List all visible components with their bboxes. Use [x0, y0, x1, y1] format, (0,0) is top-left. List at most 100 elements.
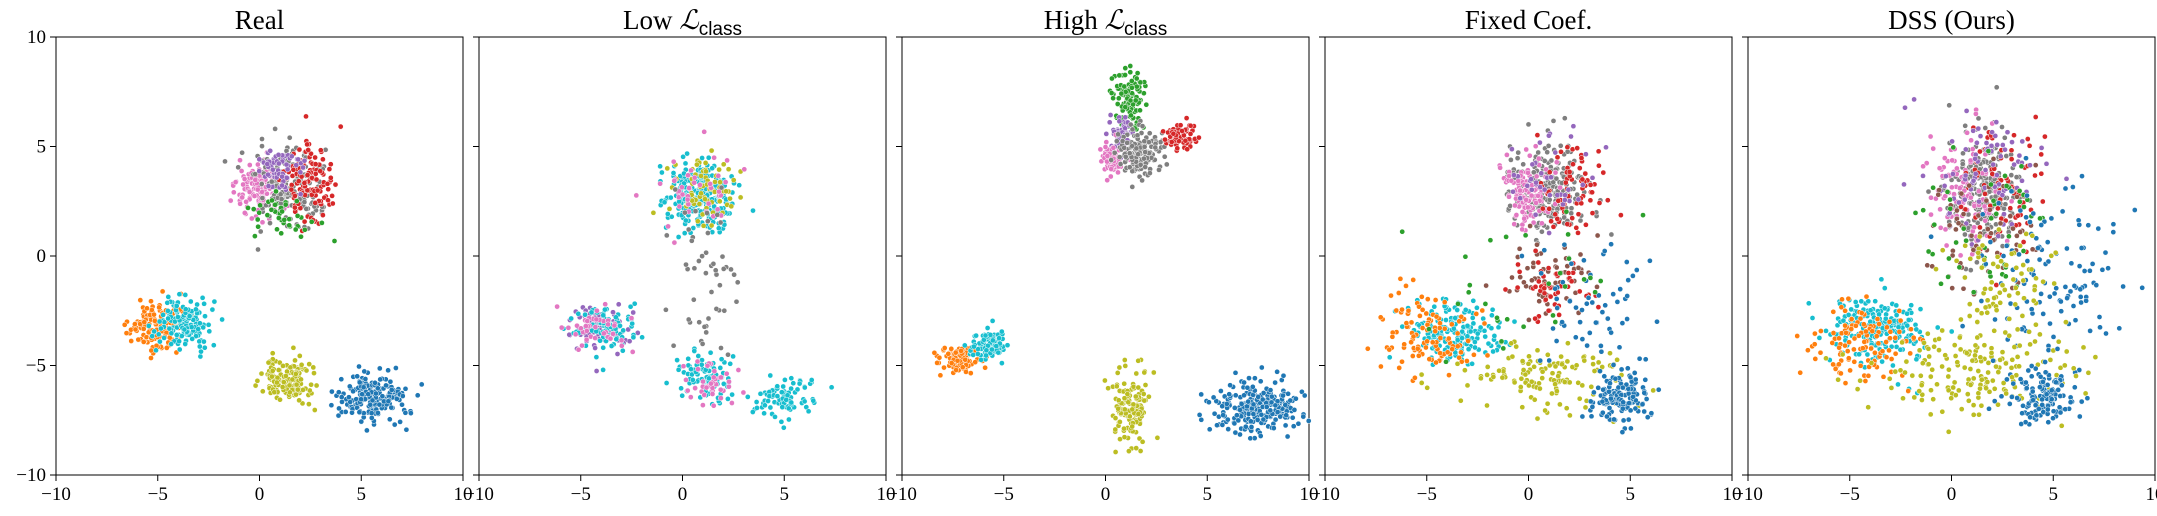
scatter-point: [329, 193, 335, 199]
scatter-point: [1982, 217, 1989, 224]
scatter-point: [1245, 398, 1252, 405]
scatter-point: [1610, 362, 1617, 368]
scatter-point: [1127, 69, 1134, 76]
scatter-point: [704, 210, 710, 216]
scatter-point: [1552, 149, 1559, 156]
scatter-point: [691, 265, 698, 272]
scatter-point: [1270, 425, 1277, 431]
scatter-point: [292, 204, 298, 211]
scatter-point: [995, 349, 1002, 356]
scatter-point: [779, 404, 786, 410]
scatter-point: [301, 199, 308, 205]
scatter-point: [1631, 370, 1638, 376]
scatter-point: [393, 365, 399, 371]
scatter-point: [1579, 413, 1586, 420]
scatter-point: [1573, 224, 1580, 231]
scatter-point: [269, 373, 275, 380]
scatter-point: [1126, 150, 1133, 157]
scatter-point: [1546, 357, 1553, 364]
scatter-point: [358, 396, 364, 403]
scatter-point: [1535, 192, 1541, 199]
scatter-point: [377, 376, 384, 383]
scatter-point: [1511, 318, 1518, 325]
scatter-point: [264, 212, 271, 218]
scatter-point: [165, 308, 171, 314]
scatter-point: [618, 337, 625, 344]
scatter-point: [1563, 405, 1570, 412]
scatter-point: [1568, 278, 1575, 285]
scatter-point: [1960, 211, 1967, 217]
scatter-point: [710, 260, 717, 267]
scatter-point: [1599, 398, 1606, 405]
scatter-point: [1462, 367, 1468, 374]
scatter-point: [1578, 155, 1585, 161]
scatter-point: [1555, 373, 1562, 379]
scatter-point: [1386, 354, 1393, 361]
scatter-point: [712, 267, 719, 274]
scatter-point: [691, 179, 698, 186]
scatter-point: [1591, 389, 1597, 396]
scatter-point: [1127, 97, 1134, 104]
scatter-point: [2002, 173, 2008, 179]
scatter-point: [265, 359, 272, 366]
scatter-point: [1108, 166, 1115, 172]
scatter-point: [1448, 321, 1455, 328]
scatter-point: [700, 222, 707, 229]
scatter-point: [1539, 205, 1546, 212]
subplot-title: DSS (Ours): [1888, 5, 2015, 35]
scatter-point: [1289, 414, 1296, 421]
scatter-point: [729, 391, 735, 398]
scatter-point: [1517, 195, 1524, 202]
scatter-point: [1484, 402, 1490, 409]
scatter-point: [199, 294, 206, 301]
scatter-point: [730, 353, 736, 360]
scatter-point: [1538, 270, 1545, 277]
scatter-point: [757, 390, 764, 397]
scatter-point: [702, 196, 708, 202]
scatter-point: [1182, 137, 1189, 144]
scatter-point: [2026, 142, 2033, 149]
scatter-point: [727, 360, 734, 367]
scatter-point: [1126, 164, 1133, 171]
scatter-point: [788, 375, 795, 382]
scatter-point: [725, 166, 732, 173]
scatter-point: [1097, 146, 1104, 153]
scatter-point: [356, 409, 363, 416]
scatter-point: [1981, 203, 1988, 210]
scatter-point: [1466, 282, 1473, 288]
scatter-point: [1554, 192, 1561, 198]
scatter-point: [718, 345, 724, 351]
scatter-point: [1129, 423, 1136, 430]
scatter-point: [941, 345, 948, 351]
scatter-point: [1595, 359, 1602, 366]
scatter-point: [1444, 349, 1451, 356]
scatter-point: [1490, 348, 1496, 355]
scatter-point: [2008, 172, 2015, 178]
scatter-point: [689, 377, 696, 383]
scatter-point: [718, 395, 724, 401]
scatter-point: [256, 156, 263, 163]
scatter-point: [1116, 364, 1123, 371]
scatter-point: [989, 346, 995, 353]
scatter-point: [2027, 162, 2033, 169]
x-tick-label: −10: [41, 484, 71, 505]
scatter-point: [252, 171, 259, 177]
scatter-point: [1618, 366, 1625, 373]
scatter-point: [1973, 111, 1979, 117]
scatter-point: [1141, 369, 1148, 376]
scatter-point: [1559, 319, 1565, 325]
scatter-point: [1611, 416, 1617, 423]
scatter-point: [1626, 400, 1632, 406]
scatter-point: [774, 393, 781, 399]
scatter-point: [1129, 184, 1136, 190]
scatter-point: [728, 266, 734, 273]
scatter-point: [193, 306, 199, 313]
scatter-point: [279, 208, 285, 215]
scatter-point: [279, 182, 285, 189]
scatter-point: [386, 416, 393, 423]
scatter-point: [1988, 181, 1994, 188]
scatter-point: [1549, 370, 1556, 377]
scatter-point: [670, 170, 677, 176]
scatter-point: [1112, 449, 1119, 455]
scatter-point: [1127, 63, 1134, 69]
